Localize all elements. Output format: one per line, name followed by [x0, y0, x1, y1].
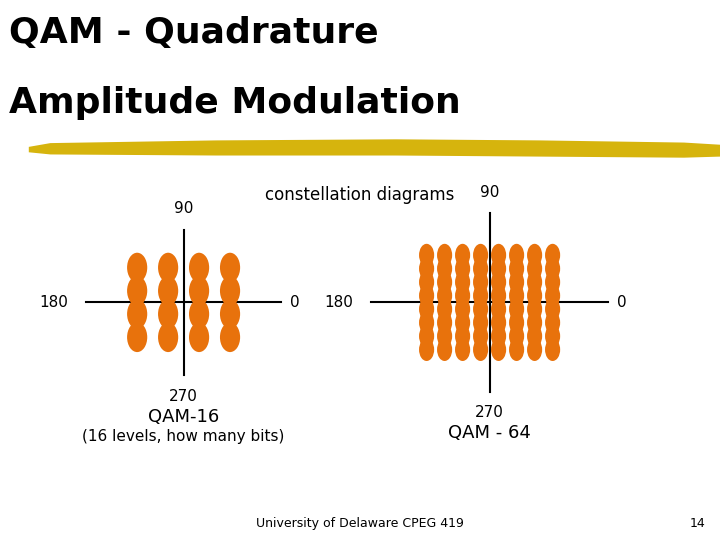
- Ellipse shape: [455, 258, 470, 280]
- Text: QAM - 64: QAM - 64: [448, 424, 531, 442]
- Ellipse shape: [527, 338, 542, 361]
- Ellipse shape: [473, 244, 488, 267]
- Ellipse shape: [437, 338, 452, 361]
- Ellipse shape: [473, 271, 488, 294]
- Ellipse shape: [509, 311, 524, 334]
- Ellipse shape: [455, 298, 470, 321]
- Ellipse shape: [455, 311, 470, 334]
- Ellipse shape: [158, 299, 179, 329]
- Ellipse shape: [545, 258, 560, 280]
- Ellipse shape: [527, 244, 542, 267]
- Text: University of Delaware CPEG 419: University of Delaware CPEG 419: [256, 517, 464, 530]
- Ellipse shape: [527, 325, 542, 348]
- Ellipse shape: [437, 325, 452, 348]
- Ellipse shape: [473, 311, 488, 334]
- Ellipse shape: [545, 338, 560, 361]
- Ellipse shape: [419, 311, 434, 334]
- Ellipse shape: [158, 276, 179, 306]
- Ellipse shape: [437, 298, 452, 321]
- Ellipse shape: [127, 276, 148, 306]
- Ellipse shape: [473, 284, 488, 307]
- Ellipse shape: [491, 325, 506, 348]
- Ellipse shape: [437, 311, 452, 334]
- Ellipse shape: [189, 253, 210, 282]
- Ellipse shape: [491, 298, 506, 321]
- Ellipse shape: [455, 325, 470, 348]
- Ellipse shape: [545, 311, 560, 334]
- Ellipse shape: [419, 258, 434, 280]
- Ellipse shape: [545, 298, 560, 321]
- Text: 14: 14: [690, 517, 706, 530]
- Ellipse shape: [455, 244, 470, 267]
- Ellipse shape: [158, 322, 179, 352]
- Ellipse shape: [437, 244, 452, 267]
- Ellipse shape: [158, 253, 179, 282]
- Ellipse shape: [455, 338, 470, 361]
- Text: constellation diagrams: constellation diagrams: [265, 186, 455, 204]
- Ellipse shape: [509, 258, 524, 280]
- Ellipse shape: [220, 253, 240, 282]
- Ellipse shape: [437, 258, 452, 280]
- Text: 90: 90: [480, 185, 499, 200]
- Ellipse shape: [509, 271, 524, 294]
- Ellipse shape: [189, 299, 210, 329]
- Ellipse shape: [473, 298, 488, 321]
- Text: 180: 180: [324, 295, 353, 310]
- Ellipse shape: [509, 338, 524, 361]
- Ellipse shape: [545, 271, 560, 294]
- Ellipse shape: [189, 276, 210, 306]
- Ellipse shape: [455, 284, 470, 307]
- Ellipse shape: [419, 271, 434, 294]
- Ellipse shape: [419, 298, 434, 321]
- Text: 270: 270: [475, 405, 504, 420]
- Ellipse shape: [509, 284, 524, 307]
- Ellipse shape: [527, 298, 542, 321]
- Ellipse shape: [419, 325, 434, 348]
- Ellipse shape: [437, 271, 452, 294]
- Ellipse shape: [491, 258, 506, 280]
- Ellipse shape: [473, 258, 488, 280]
- Ellipse shape: [491, 338, 506, 361]
- Text: 180: 180: [40, 295, 68, 310]
- Ellipse shape: [127, 322, 148, 352]
- Ellipse shape: [545, 284, 560, 307]
- Text: Amplitude Modulation: Amplitude Modulation: [9, 86, 461, 120]
- Ellipse shape: [419, 244, 434, 267]
- Text: 270: 270: [169, 389, 198, 404]
- Ellipse shape: [220, 322, 240, 352]
- Ellipse shape: [545, 244, 560, 267]
- Polygon shape: [29, 139, 720, 158]
- Ellipse shape: [437, 284, 452, 307]
- Ellipse shape: [491, 311, 506, 334]
- Ellipse shape: [509, 325, 524, 348]
- Ellipse shape: [473, 338, 488, 361]
- Ellipse shape: [491, 271, 506, 294]
- Ellipse shape: [527, 284, 542, 307]
- Ellipse shape: [545, 325, 560, 348]
- Ellipse shape: [127, 253, 148, 282]
- Text: 90: 90: [174, 201, 193, 216]
- Ellipse shape: [189, 322, 210, 352]
- Ellipse shape: [419, 338, 434, 361]
- Ellipse shape: [220, 276, 240, 306]
- Ellipse shape: [220, 299, 240, 329]
- Ellipse shape: [473, 325, 488, 348]
- Ellipse shape: [509, 244, 524, 267]
- Ellipse shape: [509, 298, 524, 321]
- Ellipse shape: [527, 311, 542, 334]
- Ellipse shape: [527, 271, 542, 294]
- Text: QAM-16: QAM-16: [148, 408, 219, 426]
- Ellipse shape: [527, 258, 542, 280]
- Ellipse shape: [127, 299, 148, 329]
- Text: 0: 0: [289, 295, 300, 310]
- Text: (16 levels, how many bits): (16 levels, how many bits): [82, 429, 285, 444]
- Ellipse shape: [455, 271, 470, 294]
- Ellipse shape: [491, 244, 506, 267]
- Ellipse shape: [419, 284, 434, 307]
- Text: QAM - Quadrature: QAM - Quadrature: [9, 16, 379, 50]
- Text: 0: 0: [618, 295, 627, 310]
- Ellipse shape: [491, 284, 506, 307]
